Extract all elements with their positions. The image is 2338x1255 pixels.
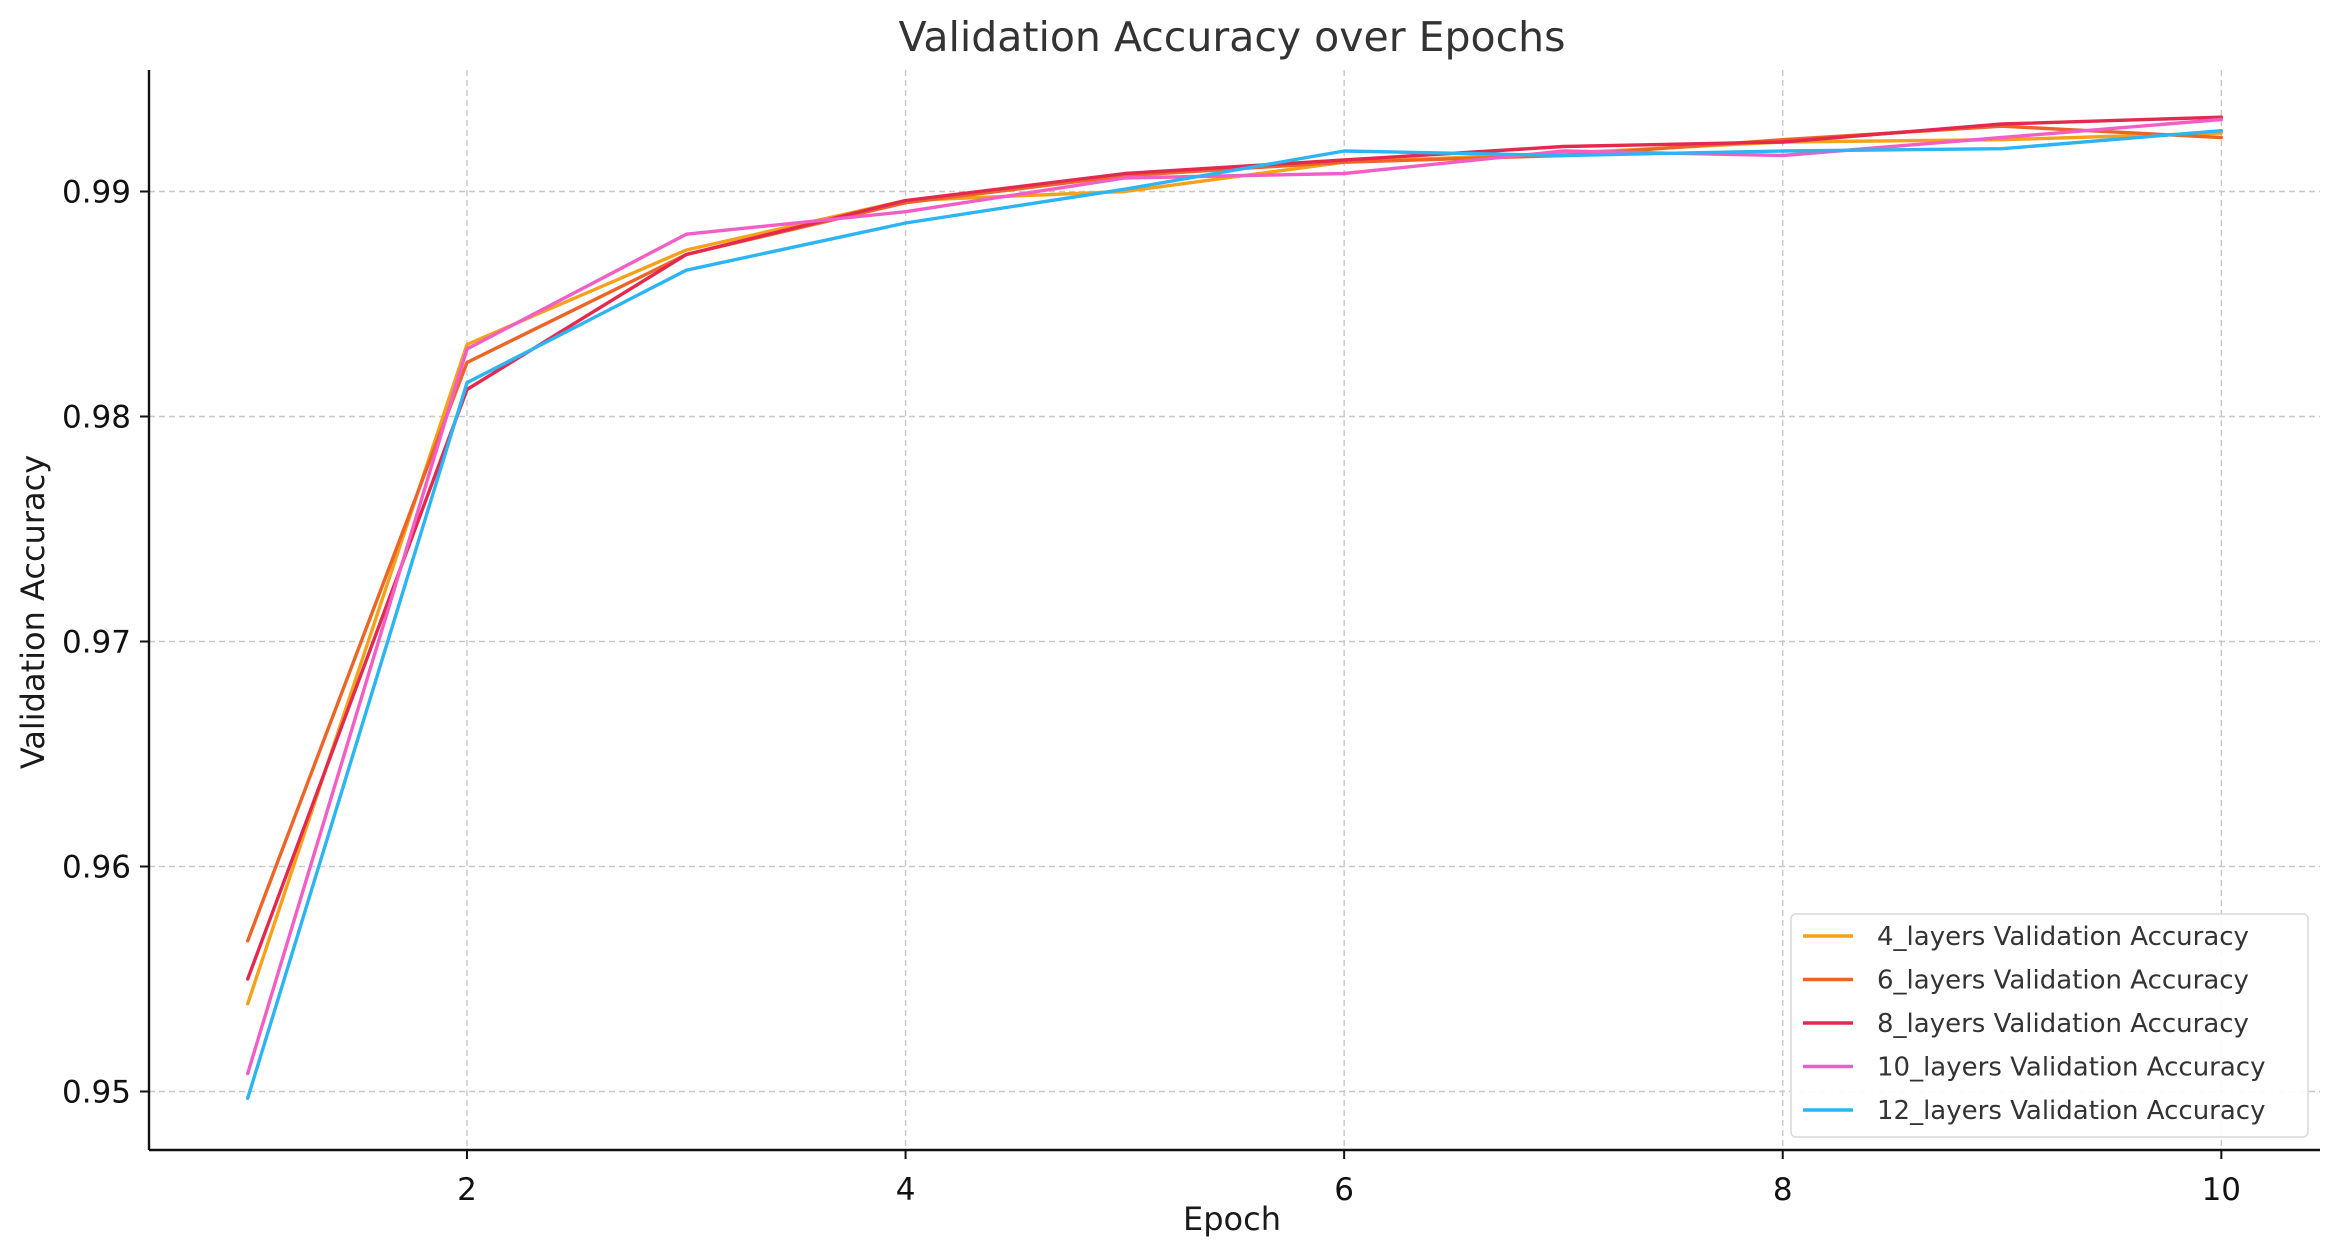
x-axis-label: Epoch [1183, 1200, 1281, 1238]
series-line-4-layers [245, 131, 2224, 1006]
legend-box [1790, 913, 2309, 1138]
y-axis-label: Validation Accuracy [14, 455, 52, 769]
x-tick-label: 10 [2202, 1172, 2241, 1208]
legend-label: 12_layers Validation Accuracy [1877, 1096, 2265, 1126]
x-tick-label: 8 [1773, 1172, 1793, 1208]
legend-label: 8_layers Validation Accuracy [1877, 1009, 2249, 1039]
legend: 4_layers Validation Accuracy 6_layers Val… [1790, 913, 2309, 1138]
series-line-10-layers [245, 117, 2224, 1076]
grid-lines [149, 70, 2320, 1150]
y-tick-label: 0.98 [62, 400, 131, 436]
series-lines [245, 115, 2224, 1101]
series-line-6-layers [245, 124, 2224, 943]
y-tick-label: 0.99 [62, 175, 131, 211]
tick-labels: 2 4 6 8 10 0.95 0.96 0.97 0.98 0.99 [62, 175, 2241, 1209]
series-line-12-layers [245, 128, 2224, 1101]
x-tick-label: 6 [1334, 1172, 1354, 1208]
y-tick-label: 0.96 [62, 850, 131, 886]
chart-title: Validation Accuracy over Epochs [898, 13, 1565, 61]
x-tick-label: 4 [896, 1172, 916, 1208]
y-tick-label: 0.95 [62, 1075, 131, 1111]
legend-label: 10_layers Validation Accuracy [1877, 1053, 2265, 1083]
axes [147, 70, 2320, 1152]
legend-label: 4_layers Validation Accuracy [1877, 922, 2249, 952]
y-tick-label: 0.97 [62, 625, 131, 661]
x-tick-label: 2 [457, 1172, 477, 1208]
series-line-8-layers [245, 115, 2224, 981]
legend-label: 6_layers Validation Accuracy [1877, 966, 2249, 996]
